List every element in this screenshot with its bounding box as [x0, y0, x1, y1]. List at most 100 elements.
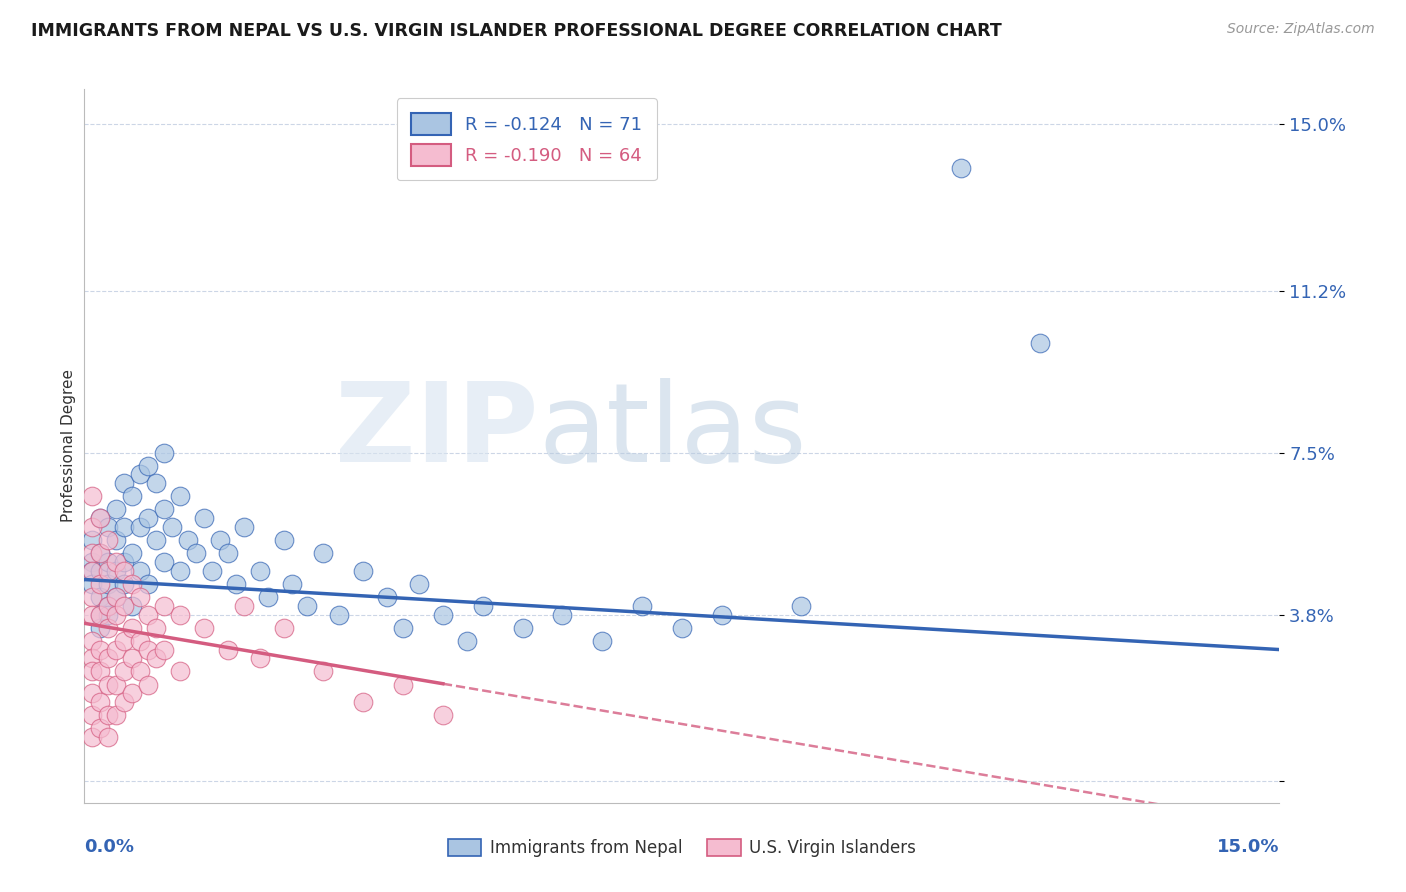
Point [89, 511, 111, 525]
Point [105, 502, 128, 516]
Point [1029, 336, 1052, 351]
Point [82, 577, 104, 591]
Point [89, 577, 111, 591]
Point [280, 577, 302, 591]
Point [129, 564, 152, 578]
Point [136, 577, 159, 591]
Point [432, 607, 454, 622]
Legend: Immigrants from Nepal, U.S. Virgin Islanders: Immigrants from Nepal, U.S. Virgin Islan… [440, 831, 924, 866]
Point [232, 599, 254, 613]
Point [105, 555, 128, 569]
Point [97, 533, 120, 548]
Point [112, 633, 135, 648]
Point [82, 708, 104, 723]
Point [208, 533, 231, 548]
Point [217, 642, 239, 657]
Point [328, 607, 350, 622]
Point [177, 533, 200, 548]
Point [112, 599, 135, 613]
Text: Source: ZipAtlas.com: Source: ZipAtlas.com [1227, 22, 1375, 37]
Point [145, 533, 167, 548]
Point [82, 590, 104, 604]
Point [136, 642, 159, 657]
Point [89, 695, 111, 709]
Point [671, 621, 693, 635]
Point [432, 708, 454, 723]
Point [105, 642, 128, 657]
Point [145, 621, 167, 635]
Point [82, 489, 104, 503]
Point [169, 489, 191, 503]
Point [145, 476, 167, 491]
Point [112, 695, 135, 709]
Point [121, 686, 143, 700]
Point [121, 621, 143, 635]
Point [121, 546, 143, 560]
Point [312, 546, 335, 560]
Point [297, 599, 319, 613]
Point [551, 607, 574, 622]
Point [89, 607, 111, 622]
Point [105, 677, 128, 691]
Point [82, 633, 104, 648]
Point [97, 599, 120, 613]
Point [136, 458, 159, 473]
Point [105, 533, 128, 548]
Point [105, 590, 128, 604]
Point [112, 564, 135, 578]
Point [136, 677, 159, 691]
Point [105, 564, 128, 578]
Point [97, 564, 120, 578]
Point [160, 520, 183, 534]
Y-axis label: Professional Degree: Professional Degree [60, 369, 76, 523]
Point [790, 599, 813, 613]
Point [89, 564, 111, 578]
Point [136, 607, 159, 622]
Point [153, 555, 176, 569]
Point [145, 651, 167, 665]
Point [273, 533, 295, 548]
Point [153, 502, 176, 516]
Text: 15.0%: 15.0% [1218, 838, 1279, 855]
Point [82, 520, 104, 534]
Point [121, 651, 143, 665]
Text: 0.0%: 0.0% [84, 838, 135, 855]
Point [82, 651, 104, 665]
Point [89, 607, 111, 622]
Point [408, 577, 430, 591]
Text: ZIP: ZIP [335, 378, 538, 485]
Point [169, 564, 191, 578]
Text: atlas: atlas [538, 378, 807, 485]
Point [129, 520, 152, 534]
Text: IMMIGRANTS FROM NEPAL VS U.S. VIRGIN ISLANDER PROFESSIONAL DEGREE CORRELATION CH: IMMIGRANTS FROM NEPAL VS U.S. VIRGIN ISL… [31, 22, 1001, 40]
Point [97, 708, 120, 723]
Point [352, 695, 374, 709]
Point [105, 708, 128, 723]
Point [153, 445, 176, 459]
Point [201, 564, 224, 578]
Point [456, 633, 478, 648]
Point [82, 555, 104, 569]
Point [129, 590, 152, 604]
Point [225, 577, 247, 591]
Point [89, 546, 111, 560]
Point [153, 642, 176, 657]
Point [97, 607, 120, 622]
Point [256, 590, 278, 604]
Point [121, 489, 143, 503]
Point [82, 533, 104, 548]
Point [82, 665, 104, 679]
Point [273, 621, 295, 635]
Point [82, 607, 104, 622]
Point [97, 730, 120, 744]
Point [129, 665, 152, 679]
Point [471, 599, 494, 613]
Point [82, 564, 104, 578]
Point [112, 665, 135, 679]
Point [153, 599, 176, 613]
Point [249, 564, 271, 578]
Point [97, 555, 120, 569]
Point [89, 722, 111, 736]
Point [82, 730, 104, 744]
Point [591, 633, 613, 648]
